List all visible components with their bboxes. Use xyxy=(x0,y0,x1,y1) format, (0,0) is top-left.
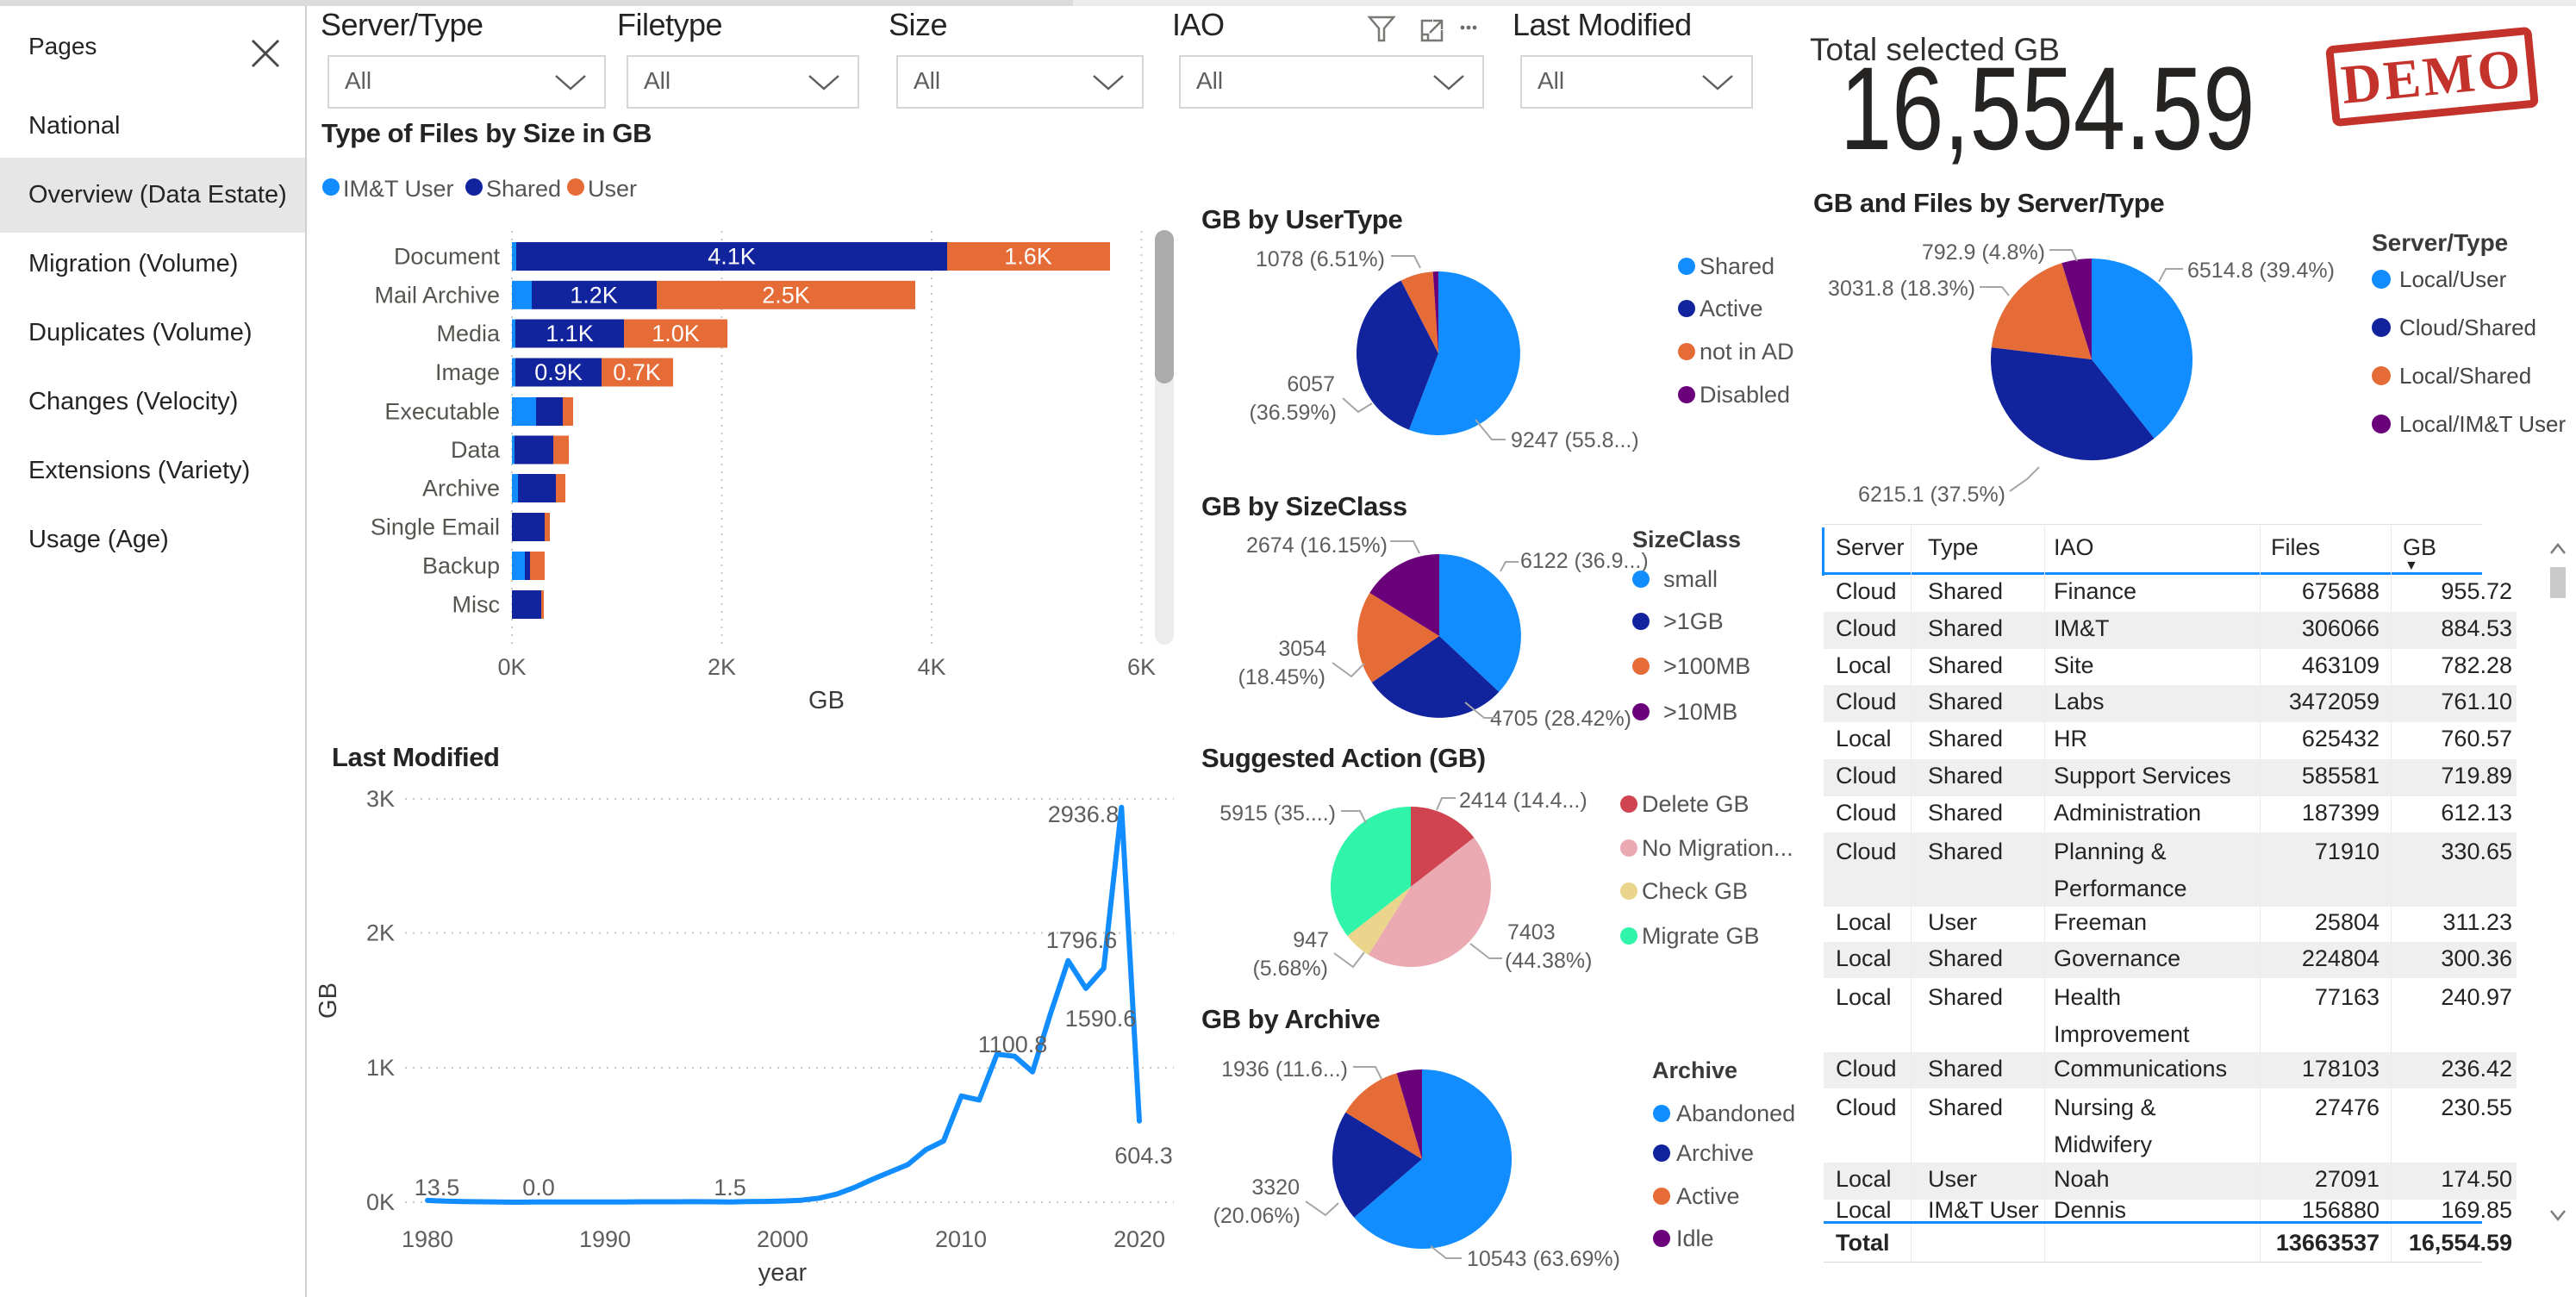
svg-text:2020: 2020 xyxy=(1113,1226,1165,1252)
svg-text:0.7K: 0.7K xyxy=(613,359,661,385)
svg-text:>100MB: >100MB xyxy=(1663,653,1750,679)
svg-text:1100.8: 1100.8 xyxy=(978,1032,1048,1057)
svg-text:Archive: Archive xyxy=(422,476,500,502)
svg-text:2K: 2K xyxy=(366,920,395,946)
svg-text:6057: 6057 xyxy=(1287,372,1335,396)
svg-text:1.5: 1.5 xyxy=(714,1175,746,1200)
svg-text:5915 (35....): 5915 (35....) xyxy=(1219,801,1336,826)
svg-text:1.1K: 1.1K xyxy=(546,321,594,346)
svg-text:6215.1 (37.5%): 6215.1 (37.5%) xyxy=(1858,483,2005,507)
svg-text:Migrate GB: Migrate GB xyxy=(1642,923,1760,949)
svg-text:small: small xyxy=(1663,566,1718,592)
svg-text:Document: Document xyxy=(394,244,501,270)
svg-text:Mail Archive: Mail Archive xyxy=(374,282,500,308)
svg-text:year: year xyxy=(758,1259,808,1287)
svg-text:1980: 1980 xyxy=(402,1226,453,1252)
svg-text:(36.59%): (36.59%) xyxy=(1250,401,1337,425)
svg-text:not in AD: not in AD xyxy=(1700,339,1794,365)
svg-text:Local/IM&T User: Local/IM&T User xyxy=(2399,411,2566,437)
svg-text:0.0: 0.0 xyxy=(522,1175,555,1200)
svg-text:1590.6: 1590.6 xyxy=(1065,1006,1137,1032)
svg-text:Local/Shared: Local/Shared xyxy=(2399,363,2531,389)
svg-text:SizeClass: SizeClass xyxy=(1632,527,1741,552)
svg-text:(44.38%): (44.38%) xyxy=(1505,949,1592,973)
svg-text:2936.8: 2936.8 xyxy=(1048,801,1120,827)
svg-text:2000: 2000 xyxy=(757,1226,808,1252)
svg-text:Media: Media xyxy=(436,321,501,346)
svg-text:9247 (55.8...): 9247 (55.8...) xyxy=(1511,428,1639,452)
svg-text:Cloud/Shared: Cloud/Shared xyxy=(2399,315,2536,340)
svg-text:Abandoned: Abandoned xyxy=(1676,1101,1795,1126)
svg-text:GB: GB xyxy=(808,687,845,714)
svg-text:Archive: Archive xyxy=(1676,1140,1754,1166)
svg-text:3K: 3K xyxy=(366,786,395,812)
svg-text:3320: 3320 xyxy=(1251,1175,1300,1200)
svg-text:2.5K: 2.5K xyxy=(762,282,810,308)
svg-text:1.0K: 1.0K xyxy=(652,321,700,346)
svg-text:4705 (28.42%): 4705 (28.42%) xyxy=(1490,707,1631,731)
svg-text:Data: Data xyxy=(451,437,501,463)
svg-text:Archive: Archive xyxy=(1652,1057,1737,1083)
svg-text:>1GB: >1GB xyxy=(1663,608,1724,634)
svg-text:Image: Image xyxy=(435,359,500,385)
svg-text:Local/User: Local/User xyxy=(2399,266,2507,292)
svg-text:Active: Active xyxy=(1676,1183,1740,1209)
svg-text:Misc: Misc xyxy=(452,592,501,618)
svg-text:GB: GB xyxy=(315,982,342,1019)
svg-text:Active: Active xyxy=(1700,296,1763,321)
svg-text:3031.8 (18.3%): 3031.8 (18.3%) xyxy=(1828,277,1975,301)
svg-text:2K: 2K xyxy=(708,654,736,680)
svg-text:>10MB: >10MB xyxy=(1663,699,1737,725)
svg-text:2010: 2010 xyxy=(935,1226,987,1252)
svg-text:6K: 6K xyxy=(1127,654,1156,680)
svg-text:10543 (63.69%): 10543 (63.69%) xyxy=(1467,1247,1620,1271)
svg-text:6122 (36.9...): 6122 (36.9...) xyxy=(1520,549,1649,573)
svg-text:No Migration...: No Migration... xyxy=(1642,835,1793,861)
svg-text:4K: 4K xyxy=(917,654,945,680)
svg-text:1796.6: 1796.6 xyxy=(1046,927,1118,953)
svg-text:(18.45%): (18.45%) xyxy=(1238,665,1325,689)
svg-text:Disabled: Disabled xyxy=(1700,382,1790,408)
svg-text:2414 (14.4...): 2414 (14.4...) xyxy=(1459,789,1587,813)
svg-text:4.1K: 4.1K xyxy=(708,244,756,270)
svg-text:0K: 0K xyxy=(366,1189,395,1215)
svg-text:Single Email: Single Email xyxy=(371,514,500,540)
svg-text:(5.68%): (5.68%) xyxy=(1252,957,1328,981)
svg-text:1936 (11.6...): 1936 (11.6...) xyxy=(1221,1057,1348,1082)
svg-text:13.5: 13.5 xyxy=(415,1175,460,1200)
svg-text:947: 947 xyxy=(1293,928,1329,952)
svg-text:Delete GB: Delete GB xyxy=(1642,791,1750,817)
svg-text:0.9K: 0.9K xyxy=(534,359,583,385)
svg-text:792.9 (4.8%): 792.9 (4.8%) xyxy=(1922,240,2045,265)
svg-text:(20.06%): (20.06%) xyxy=(1213,1204,1300,1228)
svg-text:1990: 1990 xyxy=(579,1226,631,1252)
svg-text:2674 (16.15%): 2674 (16.15%) xyxy=(1246,533,1388,558)
svg-text:0K: 0K xyxy=(497,654,526,680)
svg-text:Idle: Idle xyxy=(1676,1225,1714,1251)
svg-text:1.6K: 1.6K xyxy=(1004,244,1052,270)
svg-text:1K: 1K xyxy=(366,1055,395,1081)
svg-text:7403: 7403 xyxy=(1507,920,1556,945)
svg-text:1078 (6.51%): 1078 (6.51%) xyxy=(1256,247,1385,271)
svg-text:Executable: Executable xyxy=(384,399,500,425)
svg-text:Check GB: Check GB xyxy=(1642,878,1748,904)
svg-text:6514.8 (39.4%): 6514.8 (39.4%) xyxy=(2187,259,2335,283)
svg-text:Shared: Shared xyxy=(1700,253,1775,279)
svg-text:Server/Type: Server/Type xyxy=(2372,229,2508,256)
svg-text:604.3: 604.3 xyxy=(1114,1143,1173,1169)
svg-text:Backup: Backup xyxy=(422,553,500,579)
svg-text:3054: 3054 xyxy=(1278,637,1326,661)
svg-text:1.2K: 1.2K xyxy=(570,282,618,308)
